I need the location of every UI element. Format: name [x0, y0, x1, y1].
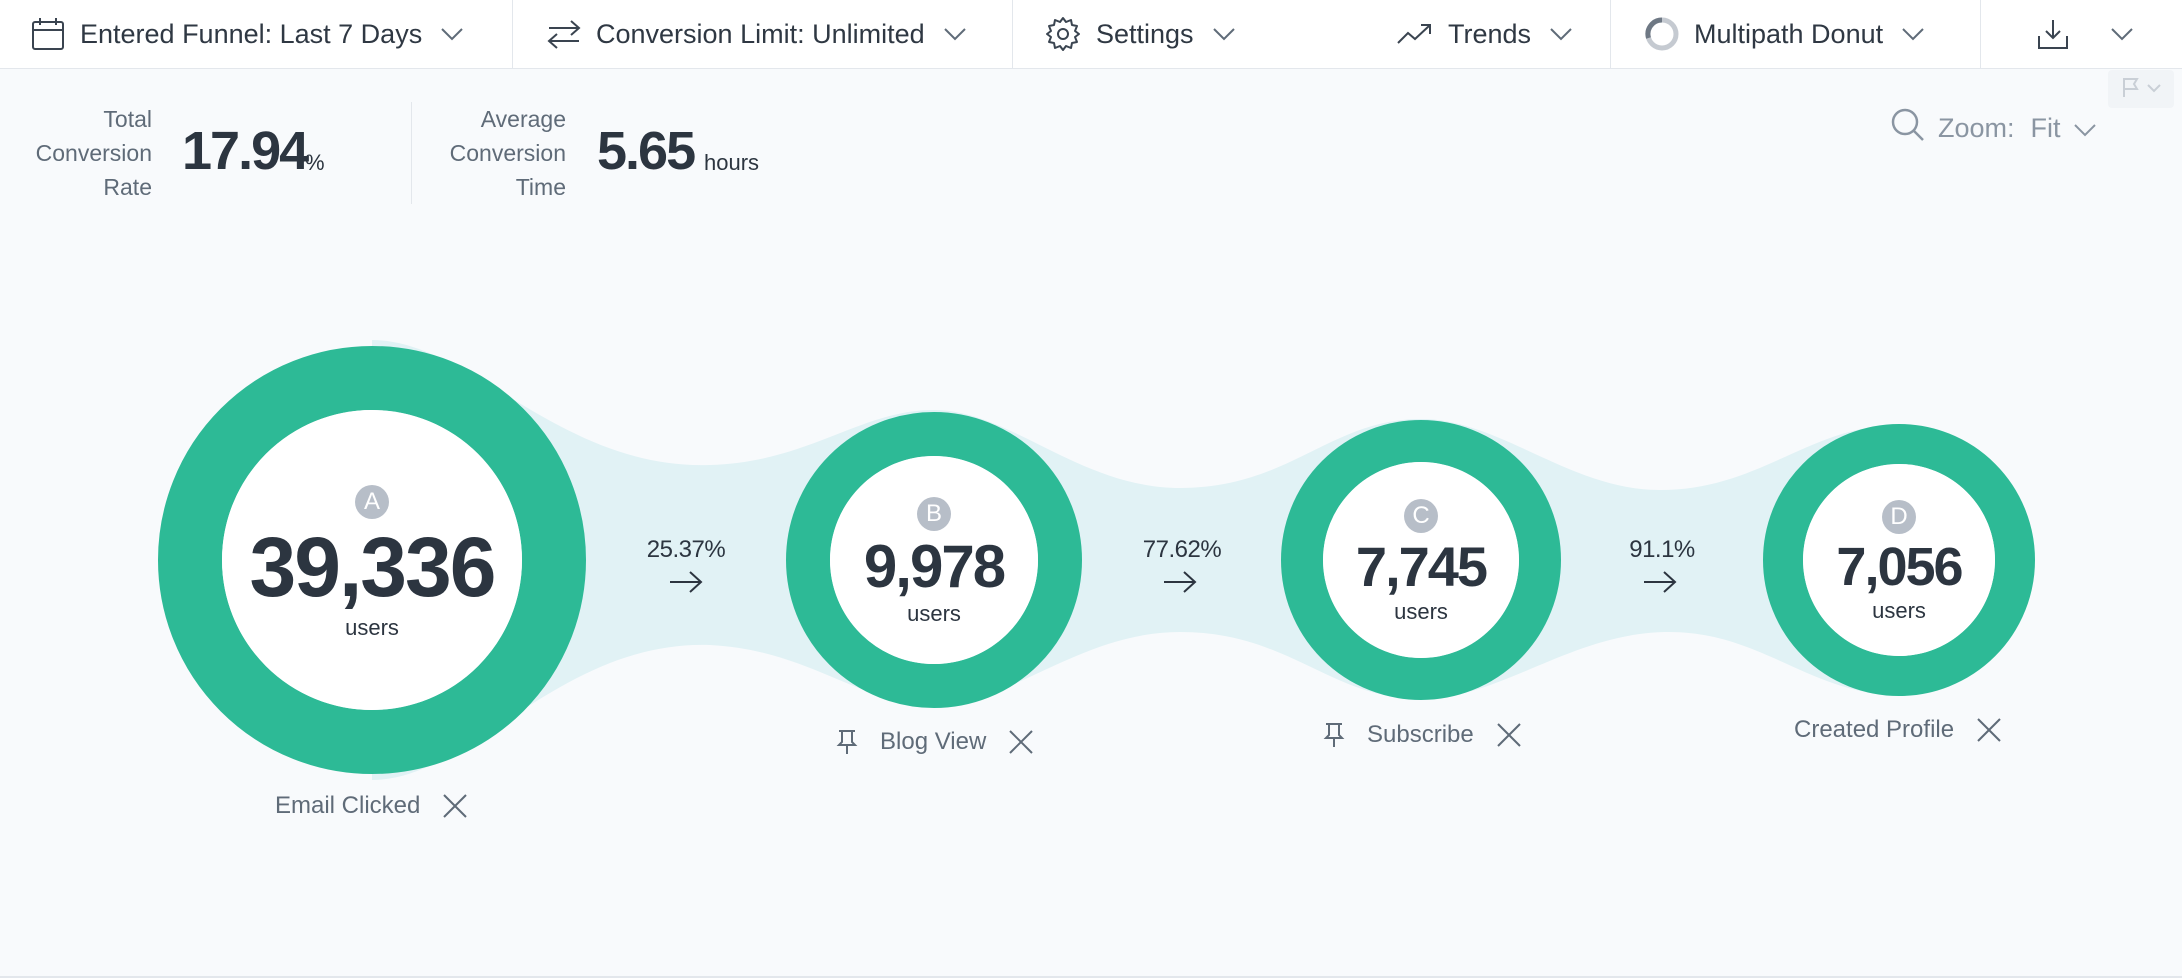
- step-label-c: Subscribe: [1323, 721, 1522, 749]
- conversion-rate-a-b: 25.37%: [646, 536, 726, 563]
- stat-label-line: Time: [515, 174, 566, 200]
- arrow-right-icon: [668, 570, 704, 599]
- chart-type-label: Multipath Donut: [1694, 18, 1884, 49]
- zoom-value: Fit: [2030, 112, 2061, 143]
- settings-dropdown[interactable]: Settings: [1044, 0, 1236, 68]
- chevron-down-icon: [1901, 27, 1925, 41]
- funnel-step-c[interactable]: C 7,745 users: [1321, 498, 1521, 626]
- search-icon: [1890, 107, 1926, 150]
- average-conversion-time-label: Average Conversion Time: [414, 102, 566, 204]
- step-unit: users: [1394, 599, 1448, 624]
- toolbar-divider: [512, 0, 513, 68]
- step-unit: users: [345, 615, 399, 640]
- step-unit: users: [1872, 598, 1926, 623]
- date-range-dropdown[interactable]: Entered Funnel: Last 7 Days: [30, 0, 464, 68]
- chart-type-dropdown[interactable]: Multipath Donut: [1644, 0, 1925, 68]
- toolbar: Entered Funnel: Last 7 Days Conversion L…: [0, 0, 2182, 69]
- step-count: 7,056: [1836, 537, 1963, 597]
- arrow-right-icon: [1162, 570, 1198, 599]
- step-label-a: Email Clicked: [275, 792, 468, 820]
- step-letter-badge: C: [1404, 499, 1438, 533]
- gear-icon: [1044, 15, 1082, 53]
- funnel-ring: [1763, 424, 2035, 696]
- chevron-down-icon: [943, 27, 967, 41]
- total-conversion-rate-value: 17.94: [182, 121, 309, 181]
- swap-arrows-icon: [546, 18, 582, 50]
- conversion-rate-c-d: 91.1%: [1629, 536, 1695, 563]
- funnel-step-d[interactable]: D 7,056 users: [1799, 500, 1999, 624]
- flag-dropdown[interactable]: [2108, 70, 2174, 108]
- step-letter-badge: A: [355, 485, 389, 519]
- download-dropdown[interactable]: [2036, 0, 2134, 68]
- funnel-flow-band: [372, 340, 1899, 780]
- step-label-d: Created Profile: [1794, 716, 2002, 744]
- stat-label-line: Rate: [103, 174, 152, 200]
- pin-icon[interactable]: [1323, 722, 1345, 748]
- download-icon: [2036, 17, 2070, 51]
- step-label-b: Blog View: [836, 728, 1034, 756]
- conversion-limit-label: Conversion Limit: Unlimited: [596, 18, 925, 49]
- donut-icon: [1644, 16, 1680, 52]
- trend-line-icon: [1396, 21, 1434, 47]
- step-name: Subscribe: [1367, 721, 1474, 748]
- stat-label-line: Total: [103, 106, 152, 132]
- step-name: Email Clicked: [275, 792, 421, 819]
- zoom-label: Zoom:: [1938, 112, 2015, 143]
- stat-label-line: Average: [480, 106, 566, 132]
- bottom-divider: [0, 976, 2182, 978]
- total-conversion-rate-label: Total Conversion Rate: [0, 102, 152, 204]
- average-conversion-time-unit: hours: [704, 150, 760, 175]
- toolbar-divider: [1610, 0, 1611, 68]
- funnel-ring: [1281, 420, 1561, 700]
- step-count: 9,978: [863, 533, 1006, 600]
- chevron-down-icon: [2110, 27, 2134, 41]
- date-range-label: Entered Funnel: Last 7 Days: [80, 18, 423, 49]
- stat-label-line: Conversion: [35, 140, 152, 166]
- funnel-ring-inner: [1323, 462, 1519, 658]
- funnel-ring-inner: [222, 410, 522, 710]
- funnel-ring-inner: [1803, 464, 1995, 656]
- funnel-ring: [786, 412, 1082, 708]
- stat-divider: [411, 102, 412, 204]
- funnel-step-a[interactable]: A 39,336 users: [222, 478, 522, 648]
- toolbar-divider: [1980, 0, 1981, 68]
- step-name: Blog View: [880, 728, 987, 755]
- funnel-ring-inner: [830, 456, 1038, 664]
- calendar-icon: [30, 16, 66, 52]
- conversion-limit-dropdown[interactable]: Conversion Limit: Unlimited: [546, 0, 967, 68]
- toolbar-divider: [1012, 0, 1013, 68]
- close-icon[interactable]: [1496, 722, 1522, 748]
- funnel-ring: [158, 346, 586, 774]
- stat-label-line: Conversion: [449, 140, 566, 166]
- close-icon[interactable]: [1976, 717, 2002, 743]
- step-name: Created Profile: [1794, 716, 1955, 743]
- step-count: 7,745: [1355, 535, 1488, 598]
- close-icon[interactable]: [1008, 729, 1034, 755]
- trends-dropdown[interactable]: Trends: [1396, 0, 1573, 68]
- arrow-right-icon: [1642, 570, 1678, 599]
- chevron-down-icon: [2073, 113, 2097, 144]
- conversion-rate-b-c: 77.62%: [1142, 536, 1222, 563]
- chevron-down-icon: [1212, 27, 1236, 41]
- step-letter-badge: B: [917, 497, 951, 531]
- zoom-dropdown[interactable]: Zoom: Fit: [1890, 108, 2097, 148]
- settings-label: Settings: [1096, 18, 1194, 49]
- flag-icon: [2121, 76, 2141, 103]
- funnel-step-b[interactable]: B 9,978 users: [834, 494, 1034, 630]
- average-conversion-time-value: 5.65: [597, 121, 696, 181]
- trends-label: Trends: [1448, 18, 1532, 49]
- chevron-down-icon: [2147, 80, 2161, 98]
- pin-icon[interactable]: [836, 729, 858, 755]
- step-count: 39,336: [249, 520, 497, 614]
- step-unit: users: [907, 601, 961, 626]
- close-icon[interactable]: [442, 793, 468, 819]
- chevron-down-icon: [440, 27, 464, 41]
- chevron-down-icon: [1549, 27, 1573, 41]
- total-conversion-rate-unit: %: [305, 150, 325, 175]
- step-letter-badge: D: [1882, 500, 1916, 534]
